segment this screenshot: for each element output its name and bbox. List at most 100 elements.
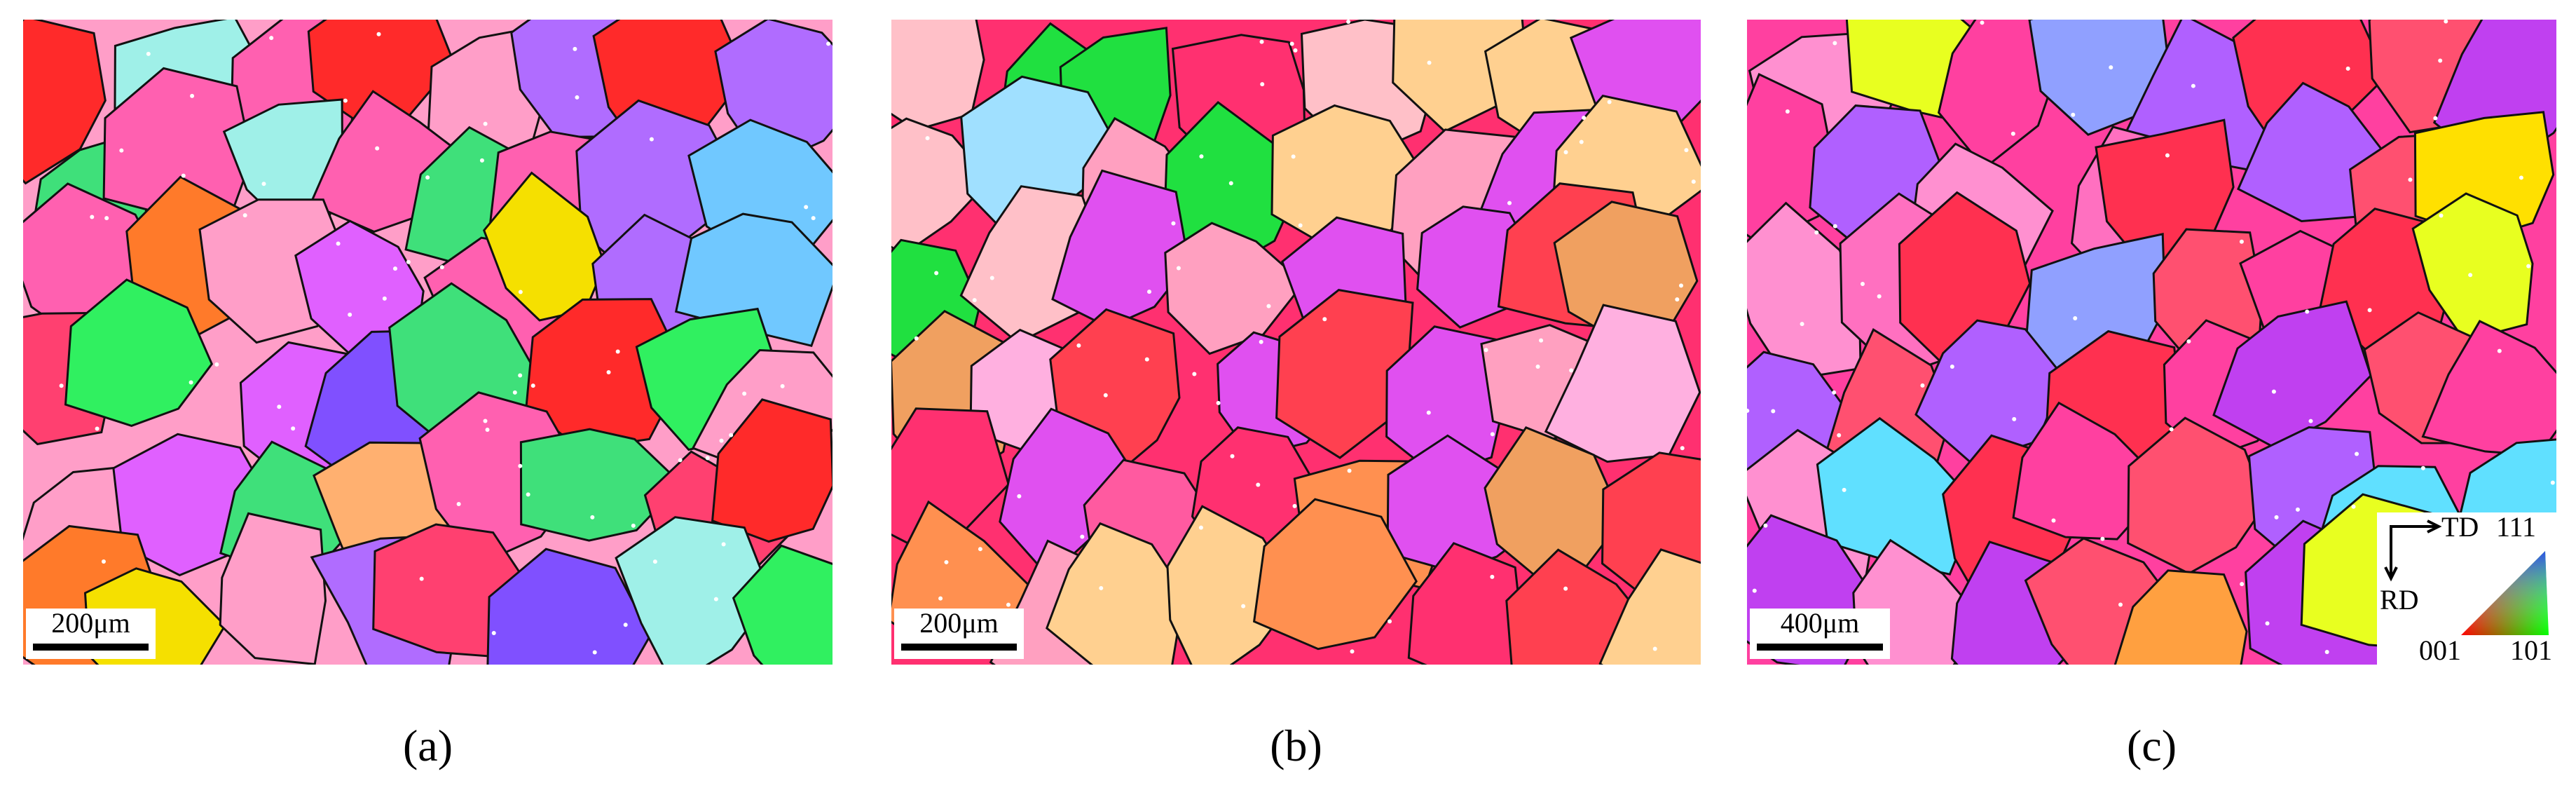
dot [383,297,387,301]
dot [2498,349,2502,353]
dot [1800,322,1804,326]
dot [990,276,994,280]
dot [440,265,444,269]
dot [484,122,488,126]
grain [863,0,985,130]
dot [616,350,620,354]
scale-bar [901,644,1017,651]
dot [1684,148,1688,152]
dot [1177,266,1181,270]
dot [729,433,733,437]
dot [804,205,808,209]
dot [2240,582,2244,586]
dot [2433,116,2437,121]
dot [483,419,487,423]
dot [104,216,109,220]
dot [1017,494,1021,498]
dot [1692,179,1696,184]
dot [1293,504,1297,508]
dot [2272,390,2276,394]
legend-corner-right: 101 [2510,634,2552,666]
dot [1229,181,1233,185]
dot [1294,48,1298,53]
dot [1675,297,1679,301]
dot [526,492,530,496]
dot [393,266,397,271]
dot [189,380,193,384]
dot [1346,20,1350,24]
dot [1564,150,1568,154]
dot [742,392,746,396]
dot [348,313,352,317]
dot [2368,308,2372,312]
dot [1763,524,1767,528]
dot [1145,358,1149,362]
dot [1980,20,1984,25]
dot [1745,409,1749,413]
dot [2186,339,2191,344]
dot [2191,84,2195,88]
dot [631,524,636,528]
dot [2170,427,2174,431]
dot [1290,41,1294,46]
dot [624,623,628,627]
dot [261,182,266,186]
dot [420,577,424,581]
dot [2109,65,2113,69]
dot [973,298,977,302]
dot [90,215,94,219]
dot [1877,294,1882,299]
dot [146,52,151,56]
dot [1241,604,1245,609]
dot [1861,282,1865,286]
legend-rd: RD [2380,584,2419,616]
dot [2468,273,2472,277]
legend-td: TD [2441,511,2479,543]
dot [2100,537,2104,541]
dot [2118,603,2123,607]
scale-bar [33,644,149,651]
dot [2408,177,2412,182]
dot [513,390,517,395]
dot [2275,515,2279,519]
dot [518,464,522,468]
dot [811,216,816,220]
dot [181,174,186,178]
dot [1832,41,1837,46]
panel-label: (c) [2127,721,2177,770]
dot [1842,488,1847,492]
dot [243,213,247,217]
dot [1256,483,1260,487]
dot [2308,419,2313,423]
dot [722,542,726,546]
dot [1171,222,1175,226]
dot [1484,348,1488,352]
dot [1950,365,1954,369]
legend-corner-top: 111 [2496,511,2536,543]
dot [457,502,461,506]
dot [2438,58,2442,62]
dot [1580,140,1584,144]
dot [1147,290,1151,294]
dot [1080,535,1084,539]
dot [2073,316,2077,320]
dot [336,242,341,246]
dot [1679,283,1683,287]
dot [1680,446,1685,450]
dot [1753,589,1757,593]
dot [2305,310,2309,314]
dot [2011,132,2015,136]
dot [269,36,273,40]
dot [375,147,379,151]
dot [214,362,219,367]
dot [714,597,718,602]
dot [518,374,522,378]
dot [1199,526,1203,530]
dot [1582,116,1586,120]
dot [1491,432,1495,436]
dot [2071,113,2075,117]
dot [706,456,710,460]
